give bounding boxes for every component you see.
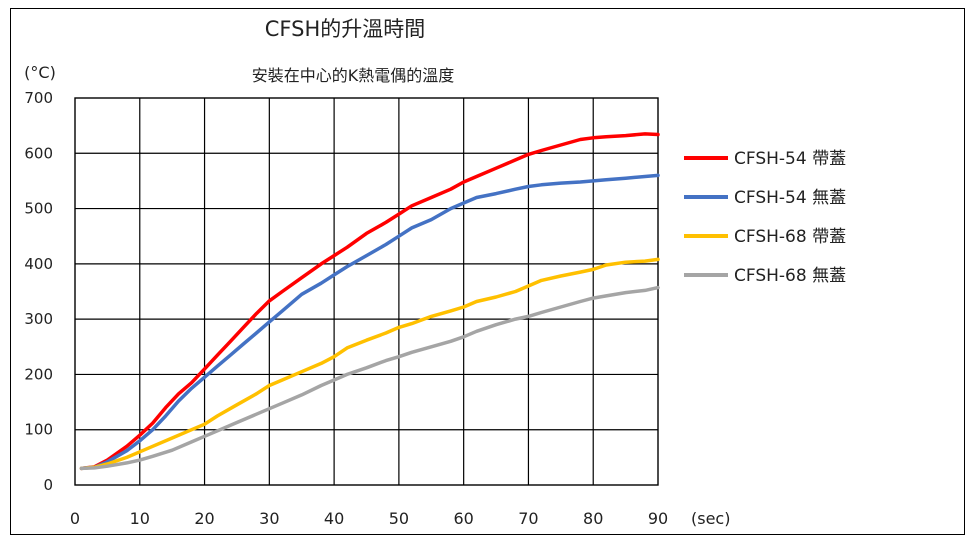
chart-title: CFSH的升溫時間 [265, 17, 426, 41]
series-line-4 [79, 285, 660, 471]
x-tick-label: 30 [259, 509, 279, 528]
y-tick-label: 300 [24, 310, 53, 328]
legend: CFSH-54 帶蓋 CFSH-54 無蓋 CFSH-68 帶蓋 CFSH-68 無蓋 [684, 149, 846, 286]
y-axis-label: (°C) [24, 63, 56, 82]
grid [74, 97, 659, 486]
x-tick-label: 60 [453, 509, 473, 528]
y-tick-label: 100 [24, 421, 53, 439]
y-tick-label: 500 [24, 200, 53, 218]
legend-label-1: CFSH-54 帶蓋 [734, 149, 846, 169]
x-tick-label: 0 [70, 509, 80, 528]
x-tick-label: 50 [389, 509, 409, 528]
y-tick-label: 400 [24, 255, 53, 273]
series-line-2 [79, 173, 660, 471]
x-tick-label: 90 [648, 509, 668, 528]
series-line-3 [79, 257, 660, 471]
x-axis-label: (sec) [691, 509, 730, 528]
plot-area-border [74, 97, 659, 486]
chart-frame [10, 8, 965, 535]
x-tick-label: 40 [324, 509, 344, 528]
x-tick-label: 20 [194, 509, 214, 528]
tick-labels: 0 10 20 30 40 50 60 70 80 90 0 100 200 300 400 500 600 70… [24, 89, 668, 528]
x-tick-label: 10 [130, 509, 150, 528]
x-tick-label: 80 [583, 509, 603, 528]
y-tick-label: 0 [43, 476, 53, 494]
legend-label-3: CFSH-68 帶蓋 [734, 227, 846, 247]
y-tick-label: 200 [24, 365, 53, 383]
legend-label-4: CFSH-68 無蓋 [734, 266, 846, 286]
legend-label-2: CFSH-54 無蓋 [734, 188, 846, 208]
y-tick-label: 600 [24, 144, 53, 162]
chart-subtitle: 安裝在中心的K熱電偶的溫度 [252, 66, 455, 85]
series-line-1 [79, 132, 660, 471]
x-tick-label: 70 [518, 509, 538, 528]
series-lines [79, 132, 660, 471]
y-tick-label: 700 [24, 89, 53, 107]
